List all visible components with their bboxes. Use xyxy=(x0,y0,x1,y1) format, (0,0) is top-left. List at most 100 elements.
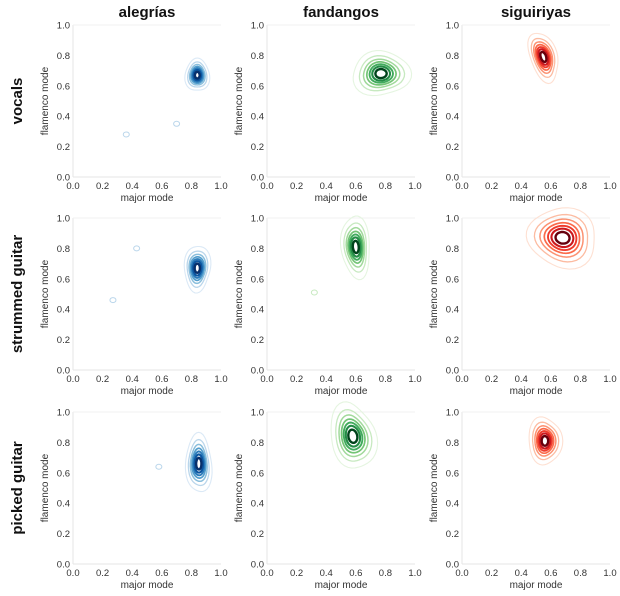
y-tick-label: 0.2 xyxy=(251,142,264,153)
density-contour-level-5 xyxy=(368,63,394,84)
x-tick-label: 0.6 xyxy=(349,374,362,385)
density-contour-level-2 xyxy=(530,37,556,78)
x-axis-label: major mode xyxy=(510,193,563,204)
density-contour-level-5 xyxy=(547,224,578,251)
y-tick-label: 0.2 xyxy=(251,335,264,346)
density-contour-level-1 xyxy=(330,401,379,469)
x-axis-label: major mode xyxy=(121,193,174,204)
x-tick-label: 0.0 xyxy=(260,181,273,192)
density-contour-level-7 xyxy=(193,70,201,80)
x-tick-label: 0.6 xyxy=(544,181,557,192)
x-tick-label: 0.6 xyxy=(349,181,362,192)
x-tick-label: 0.2 xyxy=(485,374,498,385)
density-contour-level-7 xyxy=(539,50,548,64)
x-tick-label: 0.6 xyxy=(155,181,168,192)
panel-picked-guitar-fandangos: 0.0 0.2 0.4 0.6 0.8 1.0 0.0 0.2 0.4 0.6 0.8 1.0 majo… xyxy=(234,401,422,591)
y-tick-label: 0.4 xyxy=(446,499,459,510)
y-tick-label: 0.4 xyxy=(446,112,459,123)
row-title-picked-guitar: picked guitar xyxy=(9,441,26,535)
x-tick-label: 0.4 xyxy=(515,568,528,579)
x-tick-label: 1.0 xyxy=(214,181,227,192)
density-contour-level-6 xyxy=(344,424,362,448)
y-tick-label: 0.0 xyxy=(446,173,459,184)
x-tick-label: 0.4 xyxy=(126,568,139,579)
x-tick-label: 1.0 xyxy=(408,568,421,579)
density-contour-level-5 xyxy=(191,67,204,83)
x-axis-label: major mode xyxy=(121,386,174,397)
y-tick-label: 0.4 xyxy=(251,305,264,316)
outlier-contour xyxy=(133,245,141,252)
density-contour-level-7 xyxy=(193,262,202,275)
y-tick-label: 0.6 xyxy=(446,274,459,285)
y-tick-label: 0.8 xyxy=(57,244,70,255)
density-contour-level-5 xyxy=(348,233,363,261)
y-tick-label: 0.6 xyxy=(57,274,70,285)
y-tick-label: 0.8 xyxy=(446,438,459,449)
y-tick-label: 1.0 xyxy=(251,21,264,32)
x-axis-label: major mode xyxy=(510,386,563,397)
panel-vocals-siguiriyas: 0.0 0.2 0.4 0.6 0.8 1.0 0.0 0.2 0.4 0.6 0.8 1.0 majo… xyxy=(429,21,617,205)
x-tick-label: 0.4 xyxy=(320,181,333,192)
x-tick-label: 0.4 xyxy=(515,374,528,385)
panel-strummed-guitar-siguiriyas: 0.0 0.2 0.4 0.6 0.8 1.0 0.0 0.2 0.4 0.6 0.8 1.0 majo… xyxy=(429,207,617,397)
y-tick-label: 0.0 xyxy=(446,366,459,377)
y-tick-label: 1.0 xyxy=(57,21,70,32)
density-contours xyxy=(310,215,370,296)
x-tick-label: 0.4 xyxy=(320,374,333,385)
y-axis-label: flamenco mode xyxy=(234,453,245,522)
y-tick-label: 0.4 xyxy=(446,305,459,316)
density-contours xyxy=(525,207,595,270)
density-contour-level-6 xyxy=(192,68,203,82)
density-contour-level-6 xyxy=(538,432,552,450)
y-tick-label: 0.0 xyxy=(57,173,70,184)
y-tick-label: 0.4 xyxy=(57,305,70,316)
x-tick-label: 0.2 xyxy=(96,568,109,579)
y-tick-label: 0.0 xyxy=(251,366,264,377)
y-tick-label: 0.8 xyxy=(251,51,264,62)
density-contour-level-7 xyxy=(351,239,360,255)
density-contour-level-2 xyxy=(335,409,373,462)
density-contours xyxy=(122,57,211,138)
density-contour-level-3 xyxy=(532,41,554,74)
density-contour-level-6 xyxy=(192,260,203,277)
x-tick-label: 1.0 xyxy=(408,181,421,192)
density-contour-level-7 xyxy=(347,428,359,445)
y-tick-label: 0.8 xyxy=(251,438,264,449)
density-contour-level-2 xyxy=(186,250,209,288)
density-contour-level-3 xyxy=(189,443,208,483)
y-axis-label: flamenco mode xyxy=(234,259,245,328)
density-contour-level-2 xyxy=(531,421,560,461)
y-axis-label: flamenco mode xyxy=(234,66,245,135)
outlier-contour xyxy=(122,131,130,138)
density-contour-level-6 xyxy=(350,236,362,258)
x-tick-label: 0.2 xyxy=(290,374,303,385)
density-contour-level-5 xyxy=(342,421,364,451)
y-axis-label: flamenco mode xyxy=(40,259,51,328)
column-title-siguiriyas: siguiriyas xyxy=(501,4,571,21)
x-tick-label: 0.0 xyxy=(455,374,468,385)
y-tick-label: 1.0 xyxy=(446,214,459,225)
y-tick-label: 0.2 xyxy=(251,529,264,540)
x-tick-label: 0.8 xyxy=(574,181,587,192)
x-tick-label: 0.4 xyxy=(515,181,528,192)
x-axis-label: major mode xyxy=(315,580,368,591)
density-contour-level-1 xyxy=(352,50,413,97)
panel-vocals-fandangos: 0.0 0.2 0.4 0.6 0.8 1.0 0.0 0.2 0.4 0.6 0.8 1.0 majo… xyxy=(234,21,422,205)
y-tick-label: 0.0 xyxy=(251,560,264,571)
outlier-contour xyxy=(109,297,117,304)
density-contour-level-2 xyxy=(533,213,589,263)
x-axis-label: major mode xyxy=(510,580,563,591)
x-tick-label: 0.8 xyxy=(185,568,198,579)
y-tick-label: 0.2 xyxy=(57,142,70,153)
y-tick-label: 0.8 xyxy=(57,438,70,449)
outlier-contour xyxy=(310,289,318,296)
y-tick-label: 1.0 xyxy=(251,214,264,225)
density-contour-level-1 xyxy=(184,57,211,91)
density-contour-level-4 xyxy=(543,221,581,255)
panel-strummed-guitar-fandangos: 0.0 0.2 0.4 0.6 0.8 1.0 0.0 0.2 0.4 0.6 0.8 1.0 majo… xyxy=(234,214,422,398)
density-contour-level-7 xyxy=(540,434,550,447)
density-contour-level-3 xyxy=(539,218,584,258)
row-title-vocals: vocals xyxy=(9,78,26,125)
x-tick-label: 0.2 xyxy=(485,181,498,192)
